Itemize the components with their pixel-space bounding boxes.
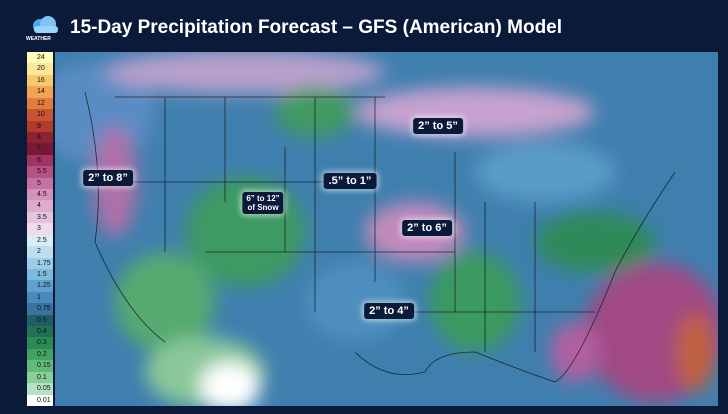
legend-label: 5.5 bbox=[27, 166, 53, 178]
legend-label: 0.05 bbox=[27, 383, 53, 395]
legend-label: 10 bbox=[27, 109, 53, 121]
legend-label: 6 bbox=[27, 154, 53, 167]
annotation: 6” to 12” of Snow bbox=[242, 192, 284, 214]
annotation-text: .5” to 1” bbox=[328, 175, 372, 187]
legend-label: 5 bbox=[27, 177, 53, 190]
legend-label: 12 bbox=[27, 97, 53, 110]
legend-label: 2 bbox=[27, 246, 53, 258]
legend-label: 8 bbox=[27, 131, 53, 144]
legend-label: 2.5 bbox=[27, 234, 53, 247]
annotation-text: 2” to 6” bbox=[407, 222, 447, 234]
legend-label: 4.5 bbox=[27, 189, 53, 201]
legend-label: 20 bbox=[27, 63, 53, 75]
legend-label: 0.5 bbox=[27, 314, 53, 327]
legend-label: 3 bbox=[27, 223, 53, 235]
annotation: 2” to 5” bbox=[413, 118, 463, 134]
annotation: .5” to 1” bbox=[323, 173, 377, 189]
legend-label: 1 bbox=[27, 291, 53, 304]
precipitation-map bbox=[55, 52, 718, 406]
annotation-text: 2” to 5” bbox=[418, 120, 458, 132]
annotation-text: 2” to 4” bbox=[369, 305, 409, 317]
legend-label: 0.3 bbox=[27, 337, 53, 349]
logo: WEATHER bbox=[26, 14, 64, 44]
legend-label: 9 bbox=[27, 120, 53, 132]
legend-label: 0.75 bbox=[27, 303, 53, 315]
annotation: 2” to 6” bbox=[402, 220, 452, 236]
legend-label: 4 bbox=[27, 200, 53, 212]
annotation: 2” to 8” bbox=[83, 170, 133, 186]
legend-label: 1.25 bbox=[27, 280, 53, 292]
legend-label: 7 bbox=[27, 143, 53, 155]
legend-label: 0.4 bbox=[27, 326, 53, 338]
legend-label: 24 bbox=[27, 52, 53, 64]
logo-icon bbox=[33, 16, 58, 33]
annotation-subtext: of Snow bbox=[247, 203, 279, 212]
annotation-text: 6” to 12” bbox=[246, 194, 280, 203]
logo-text: WEATHER bbox=[26, 36, 51, 42]
legend-label: 0.01 bbox=[27, 394, 53, 406]
legend-label: 1.5 bbox=[27, 268, 53, 281]
legend-label: 0.2 bbox=[27, 348, 53, 361]
title: 15-Day Precipitation Forecast – GFS (Ame… bbox=[70, 17, 563, 38]
legend-label: 14 bbox=[27, 86, 53, 98]
annotation: 2” to 4” bbox=[364, 303, 414, 319]
legend-label: 3.5 bbox=[27, 211, 53, 224]
legend-label: 1.75 bbox=[27, 257, 53, 269]
legend-label: 0.1 bbox=[27, 371, 53, 384]
legend-label: 0.15 bbox=[27, 360, 53, 372]
legend-label: 16 bbox=[27, 74, 53, 87]
annotation-text: 2” to 8” bbox=[88, 172, 128, 184]
legend: 24 20 16 14 12 10 9 8 7 6 5.5 5 4.5 4 3.5 3 2.5 2 1.75 1.5 1… bbox=[27, 52, 53, 406]
